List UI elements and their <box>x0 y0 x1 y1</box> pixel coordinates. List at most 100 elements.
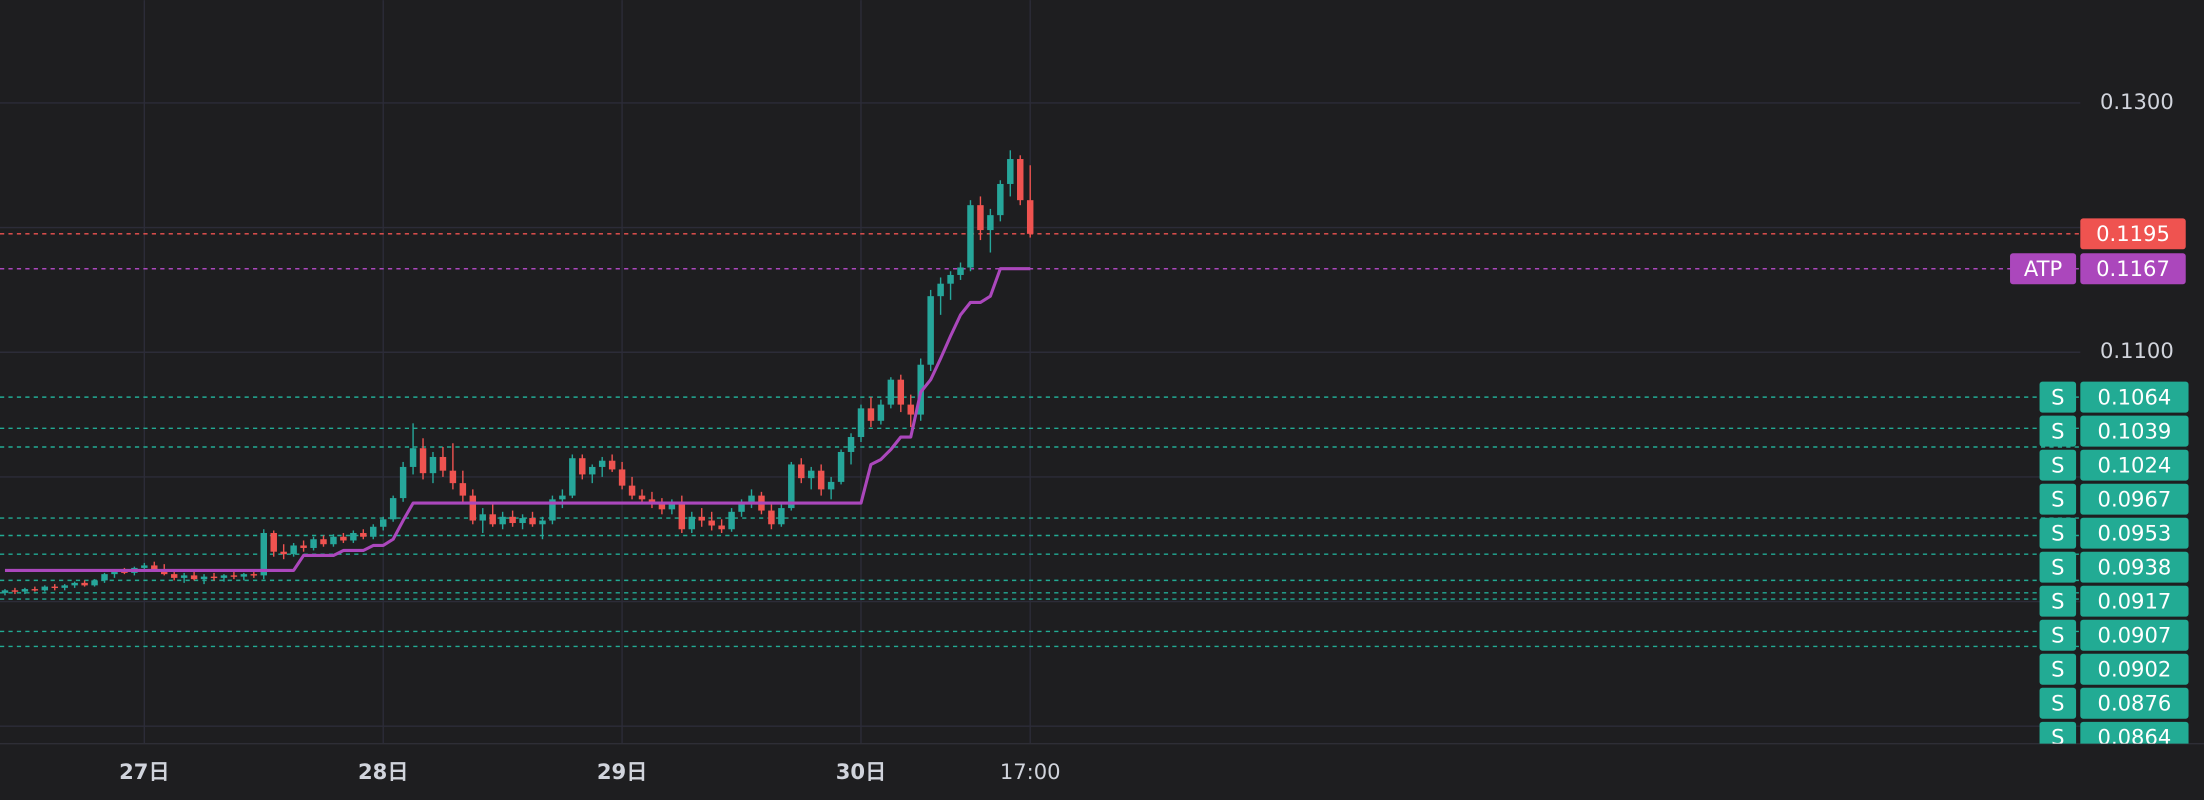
support-tag-bg <box>2039 585 2077 617</box>
plot <box>1 150 1034 596</box>
candle-body <box>837 451 845 482</box>
support-price-label-bg <box>2080 381 2189 413</box>
candle-body <box>151 565 158 570</box>
candle-body <box>330 536 337 545</box>
support-tag: S <box>2051 419 2064 444</box>
candle-body <box>101 574 108 581</box>
candle-body <box>529 518 536 525</box>
candle-body <box>967 205 974 268</box>
support-price-label: 0.0938 <box>2098 555 2172 580</box>
candle-body <box>688 516 696 530</box>
candle-body <box>937 283 944 297</box>
last-price-label-bg <box>2080 218 2186 250</box>
candle-body <box>668 504 676 510</box>
candle-body <box>817 470 825 490</box>
candle-body <box>479 514 486 521</box>
candle-body <box>1026 200 1034 234</box>
candle-body <box>718 525 725 530</box>
atp-line <box>4 267 1031 572</box>
atp-price-label-bg <box>2080 253 2186 285</box>
support-price-label-bg <box>2080 415 2189 447</box>
candle-body <box>489 514 496 525</box>
candle-body <box>51 586 58 589</box>
candle-body <box>608 460 616 470</box>
candle-body <box>678 504 686 530</box>
atp-tag-bg <box>2010 253 2077 285</box>
support-price-label: 0.0967 <box>2098 487 2172 512</box>
candle-body <box>81 582 88 586</box>
candle-body <box>618 469 626 486</box>
support-tag-bg <box>2039 483 2077 515</box>
candle-body <box>549 499 556 521</box>
candle-body <box>569 458 576 496</box>
candle-body <box>768 510 775 525</box>
candle-body <box>439 456 447 471</box>
candle-body <box>220 575 228 578</box>
support-tag: S <box>2051 453 2064 478</box>
candle-body <box>857 408 865 438</box>
candle-body <box>559 495 566 500</box>
support-price-label-bg <box>2080 653 2189 685</box>
candle-body <box>320 539 327 545</box>
candle-body <box>379 519 387 527</box>
candle-body <box>280 551 287 555</box>
candle-body <box>788 464 795 509</box>
x-axis: 27日 28日 29日 30日 17:00 <box>119 759 1060 784</box>
candle-body <box>957 267 964 275</box>
candle-body <box>638 495 646 500</box>
candle-body <box>300 545 307 548</box>
support-price-label: 0.0864 <box>2098 725 2172 750</box>
candle-body <box>290 545 297 555</box>
support-tag-bg <box>2039 653 2077 685</box>
candle-body <box>190 575 198 580</box>
candle-body <box>827 481 835 490</box>
y-tick-label: 0.1300 <box>2100 89 2174 114</box>
support-price-label: 0.0917 <box>2098 589 2172 614</box>
levels <box>0 233 2081 648</box>
candle-body <box>180 575 188 578</box>
support-price-label-bg <box>2080 721 2189 744</box>
candle-body <box>897 379 905 405</box>
support-tag: S <box>2051 487 2064 512</box>
y-tick-label: 0.1100 <box>2100 338 2174 363</box>
candle-body <box>977 205 984 231</box>
price-badges: 0.1195 ATP 0.1167 S 0.1064 S 0.1039 S 0.1024 S 0.0… <box>2010 218 2189 750</box>
support-price-label-bg <box>2080 619 2189 651</box>
candle-body <box>111 570 118 575</box>
candle-body <box>539 520 546 525</box>
candle-body <box>409 448 417 467</box>
candle-body <box>738 503 745 512</box>
candle-body <box>389 498 397 520</box>
candle-body <box>877 404 885 421</box>
candle-body <box>360 533 367 537</box>
candle-body <box>867 408 875 421</box>
support-price-label: 0.0876 <box>2098 691 2172 716</box>
atp-tag: ATP <box>2024 256 2062 281</box>
candle-body <box>21 589 29 592</box>
candle-body <box>927 296 934 365</box>
candle-body <box>778 508 785 525</box>
support-tag-bg <box>2039 449 2077 481</box>
candle-body <box>807 470 815 479</box>
candle-body <box>997 183 1004 216</box>
support-price-label-bg <box>2080 517 2189 549</box>
support-tag: S <box>2051 691 2064 716</box>
support-price-label-bg <box>2080 551 2189 583</box>
candle-body <box>270 533 277 552</box>
candle-body <box>340 536 347 541</box>
candle-body <box>579 458 586 475</box>
candle-body <box>250 574 258 576</box>
support-price-label: 0.1024 <box>2098 453 2172 478</box>
candle-body <box>987 215 994 231</box>
candle-body <box>1017 159 1024 201</box>
candle-body <box>449 470 457 484</box>
candle-body <box>399 466 407 499</box>
candle-body <box>917 364 924 415</box>
candle-body <box>91 580 98 586</box>
last-price-label: 0.1195 <box>2096 221 2170 246</box>
support-price-label-bg <box>2080 483 2189 515</box>
support-price-label: 0.0907 <box>2098 623 2172 648</box>
candle-body <box>230 575 238 577</box>
candle-body <box>141 565 148 568</box>
